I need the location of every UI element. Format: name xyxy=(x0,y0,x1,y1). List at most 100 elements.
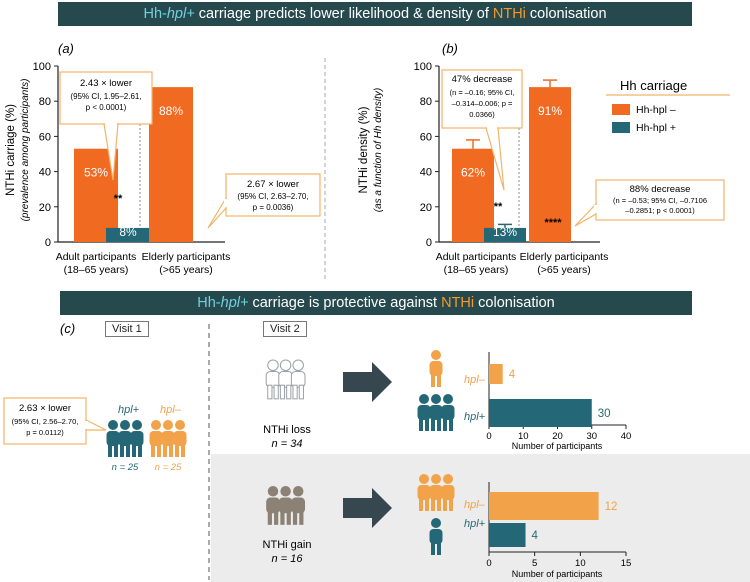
c-n-neg: n = 25 xyxy=(155,462,182,473)
panel-b-bar xyxy=(452,148,494,242)
person-head xyxy=(108,420,118,430)
loss-hpl-neg-person-icon xyxy=(429,350,443,387)
b-sig2: **** xyxy=(544,217,562,229)
visit1-people xyxy=(106,420,187,457)
panel-a-ytick-label: 0 xyxy=(45,237,51,249)
person-leg xyxy=(431,498,435,511)
person-head xyxy=(292,486,304,497)
b-annot1-l1: 47% decrease xyxy=(452,74,513,85)
legend-item-pos: Hh-hpl + xyxy=(636,122,676,134)
person-head xyxy=(419,394,429,404)
a-sig: ** xyxy=(114,193,123,205)
a-annot2-l3: p = 0.0036) xyxy=(253,203,294,212)
person-head xyxy=(443,394,453,404)
gain-hpl-pos-person-icon xyxy=(429,518,443,555)
panel-a-label: (a) xyxy=(58,41,74,56)
person-leg xyxy=(151,444,155,457)
middle-banner: Hh-hpl+ carriage is protective against N… xyxy=(60,291,692,315)
person-icon xyxy=(265,359,281,400)
b-annot1-l2: (n = –0.16; 95% CI, xyxy=(450,88,515,97)
person-head xyxy=(279,359,292,371)
panel-b-ylabel: NTHi density (%) xyxy=(358,106,370,193)
person-leg xyxy=(437,498,441,511)
banner-hpl: hpl+ xyxy=(166,6,195,22)
person-icon xyxy=(441,474,455,511)
panel-b-value-label: 13% xyxy=(493,225,517,239)
panel-b-ytick-label: 40 xyxy=(420,167,432,179)
c-gain-n: n = 16 xyxy=(272,553,304,565)
panel-a-ytick-label: 100 xyxy=(33,61,51,73)
panel-b-bars: 62% 13% Adult participants(18–65 years) 91%… xyxy=(436,79,608,276)
person-body xyxy=(429,485,443,500)
person-leg xyxy=(114,444,118,457)
person-leg xyxy=(449,498,453,511)
person-leg xyxy=(157,444,161,457)
legend-swatch-neg xyxy=(612,104,630,115)
person-body xyxy=(441,485,455,500)
person-leg xyxy=(449,418,453,431)
person-body xyxy=(266,497,280,514)
person-head xyxy=(151,420,161,430)
person-leg xyxy=(181,444,185,457)
a-annot2-l2: (95% CI, 2.63–2.70, xyxy=(237,192,308,201)
loss-bar-chart: 0 10 20 30 40 4 30 xyxy=(486,352,631,442)
gain-value-label: 12 xyxy=(605,501,618,513)
b-annot2-l1: 88% decrease xyxy=(630,184,691,195)
person-leg xyxy=(437,542,441,555)
person-leg xyxy=(279,384,286,400)
banner2-text: carriage is protective against xyxy=(248,295,442,311)
loss-xtick-label: 20 xyxy=(552,431,563,442)
gain-value-label: 4 xyxy=(532,530,539,542)
person-leg xyxy=(425,418,429,431)
loss-hpl-pos-group-icon xyxy=(417,394,455,431)
panel-a-value-label: 53% xyxy=(84,166,108,180)
person-leg xyxy=(120,444,124,457)
gain-bar xyxy=(489,523,526,547)
gain-xtick-label: 15 xyxy=(621,558,632,569)
gain-hpl-neg-group-icon xyxy=(417,474,455,511)
person-head xyxy=(132,420,142,430)
top-banner: Hh-hpl+ carriage predicts lower likeliho… xyxy=(58,2,692,26)
panel-b-category-label: Adult participants xyxy=(436,251,517,263)
person-leg xyxy=(138,444,142,457)
panel-b-label: (b) xyxy=(442,41,458,56)
person-icon xyxy=(291,486,306,525)
person-leg xyxy=(286,511,291,525)
panel-a-bar xyxy=(106,227,150,242)
person-icon xyxy=(290,359,306,400)
person-head xyxy=(175,420,185,430)
person-icon xyxy=(118,420,132,457)
b-annot2-l3: –0.2851; p < 0.0001) xyxy=(625,206,695,215)
person-leg xyxy=(431,542,435,555)
person-icon xyxy=(429,394,443,431)
banner-nthi: NTHi xyxy=(492,6,526,22)
c-annot-l3: p = 0.0112) xyxy=(26,428,64,437)
person-icon xyxy=(278,486,293,525)
loss-xtick-label: 30 xyxy=(586,431,597,442)
person-body xyxy=(417,485,431,500)
a-annot1-l1: 2.43 × lower xyxy=(80,78,132,89)
legend: Hh carriage Hh-hpl – Hh-hpl + xyxy=(606,78,730,134)
person-icon xyxy=(266,486,280,525)
person-head xyxy=(163,420,173,430)
gain-xtick-label: 5 xyxy=(532,558,537,569)
banner2-hpl: hpl+ xyxy=(220,295,249,311)
panel-c-callout: 2.63 × lower (95% CI, 2.56–2.70, p = 0.0… xyxy=(3,397,107,445)
banner-hh: Hh- xyxy=(143,6,167,22)
person-body xyxy=(149,431,163,446)
person-body xyxy=(291,497,306,514)
person-icon xyxy=(149,420,163,457)
panel-a-category-label: Elderly participants xyxy=(142,251,231,263)
c-annot-l1: 2.63 × lower xyxy=(19,403,71,414)
person-icon xyxy=(161,420,175,457)
banner-end: colonisation xyxy=(525,6,607,22)
c-group-neg: hpl– xyxy=(160,404,182,416)
banner2-end: colonisation xyxy=(474,295,555,311)
banner2-nthi: NTHi xyxy=(441,295,475,311)
panel-a-ytick-label: 20 xyxy=(39,202,51,214)
gain-bar-chart: 0 5 10 15 12 4 xyxy=(486,482,631,569)
person-leg xyxy=(108,444,112,457)
panel-b-callout-1: 47% decrease (n = –0.16; 95% CI, –0.314–… xyxy=(441,69,523,191)
c-loss-pos-label: hpl+ xyxy=(464,411,486,423)
person-body xyxy=(118,431,132,446)
